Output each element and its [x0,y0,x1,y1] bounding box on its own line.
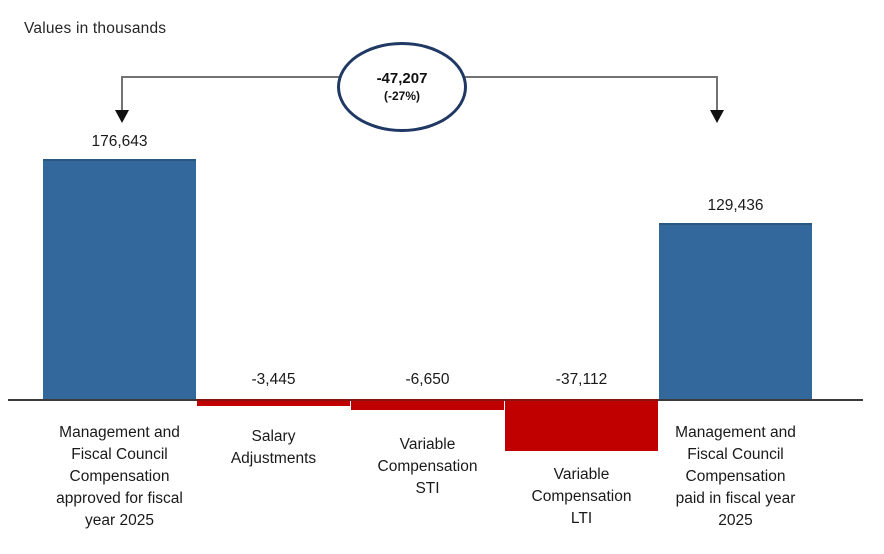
down-arrow-icon [115,110,129,123]
bar-segment-0 [43,159,196,399]
category-label: Management and Fiscal Council Compensati… [56,424,183,529]
bar-value-label: -6,650 [405,371,450,388]
bar-value-label: 129,436 [707,197,764,214]
bracket-left-drop [121,76,123,113]
bar-value-label: 176,643 [91,133,148,150]
category-label: Management and Fiscal Council Compensati… [675,424,796,529]
bar-value-label: -37,112 [555,371,608,388]
bar-value-label: -3,445 [251,371,296,388]
category-label: Variable Compensation LTI [531,466,632,527]
total-change-value: -47,207 [376,70,428,88]
chart-title: Values in thousands [24,20,167,37]
category-label: Salary Adjustments [230,428,317,467]
bar-segment-4 [659,223,812,399]
bar-segment-2 [351,399,504,410]
bar-segment-3 [505,399,658,451]
bracket-right-drop [716,76,718,113]
total-change-percent: (-27%) [383,88,420,103]
category-label: Variable Compensation STI [377,436,478,497]
total-change-badge: -47,207 (-27%) [337,42,467,132]
bar-segment-1 [197,399,350,406]
down-arrow-icon [710,110,724,123]
